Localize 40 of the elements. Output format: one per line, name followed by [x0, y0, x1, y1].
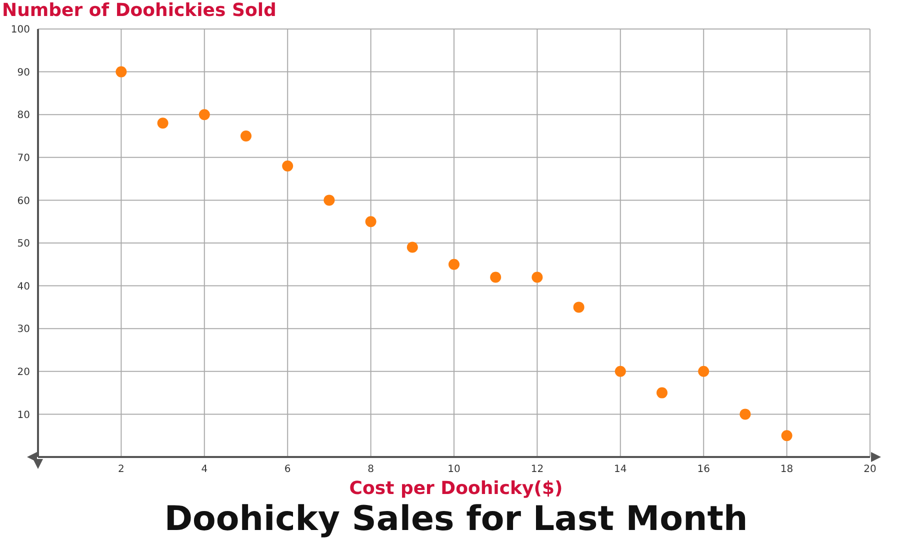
point [490, 272, 502, 283]
point [365, 216, 376, 228]
y-tick-label: 50 [17, 238, 30, 250]
x-tick-label: 10 [448, 464, 460, 476]
y-tick-label: 70 [17, 152, 30, 164]
y-tick-label: 30 [17, 324, 30, 336]
y-tick-label: 20 [17, 366, 30, 378]
x-tick-label: 12 [530, 464, 544, 476]
x-tick-label: 18 [780, 464, 794, 476]
point [282, 160, 294, 172]
point [324, 194, 335, 206]
x-tick-label: 2 [118, 464, 124, 476]
point [116, 66, 127, 78]
y-tick-label: 90 [17, 67, 30, 78]
x-tick-label: 6 [284, 464, 291, 476]
point [781, 430, 792, 442]
point [157, 118, 168, 129]
x-tick-label: 16 [697, 464, 710, 476]
y-tick-label: 60 [17, 196, 30, 207]
x-axis-title: Cost per Doohicky($) [348, 478, 564, 499]
point [198, 109, 210, 120]
x-tick-label: 8 [368, 464, 374, 476]
point [532, 272, 543, 283]
y-tick-label: 10 [17, 410, 30, 421]
point [573, 302, 584, 313]
y-tick-label: 100 [10, 24, 30, 36]
text: Doohicky Sales for Last Month [163, 499, 749, 539]
x-tick-label: 14 [614, 464, 627, 476]
point [740, 408, 751, 420]
y-tick-label: 40 [17, 281, 30, 292]
point [406, 242, 418, 253]
point [614, 366, 626, 377]
point [448, 258, 460, 270]
point [240, 130, 252, 142]
x-tick-label: 20 [864, 464, 876, 476]
y-tick-label: 80 [17, 110, 30, 122]
point [698, 366, 710, 377]
x-tick-label: 4 [201, 464, 208, 476]
point [656, 387, 668, 398]
y-axis-title: Number of Doohickies Sold [2, 0, 276, 21]
